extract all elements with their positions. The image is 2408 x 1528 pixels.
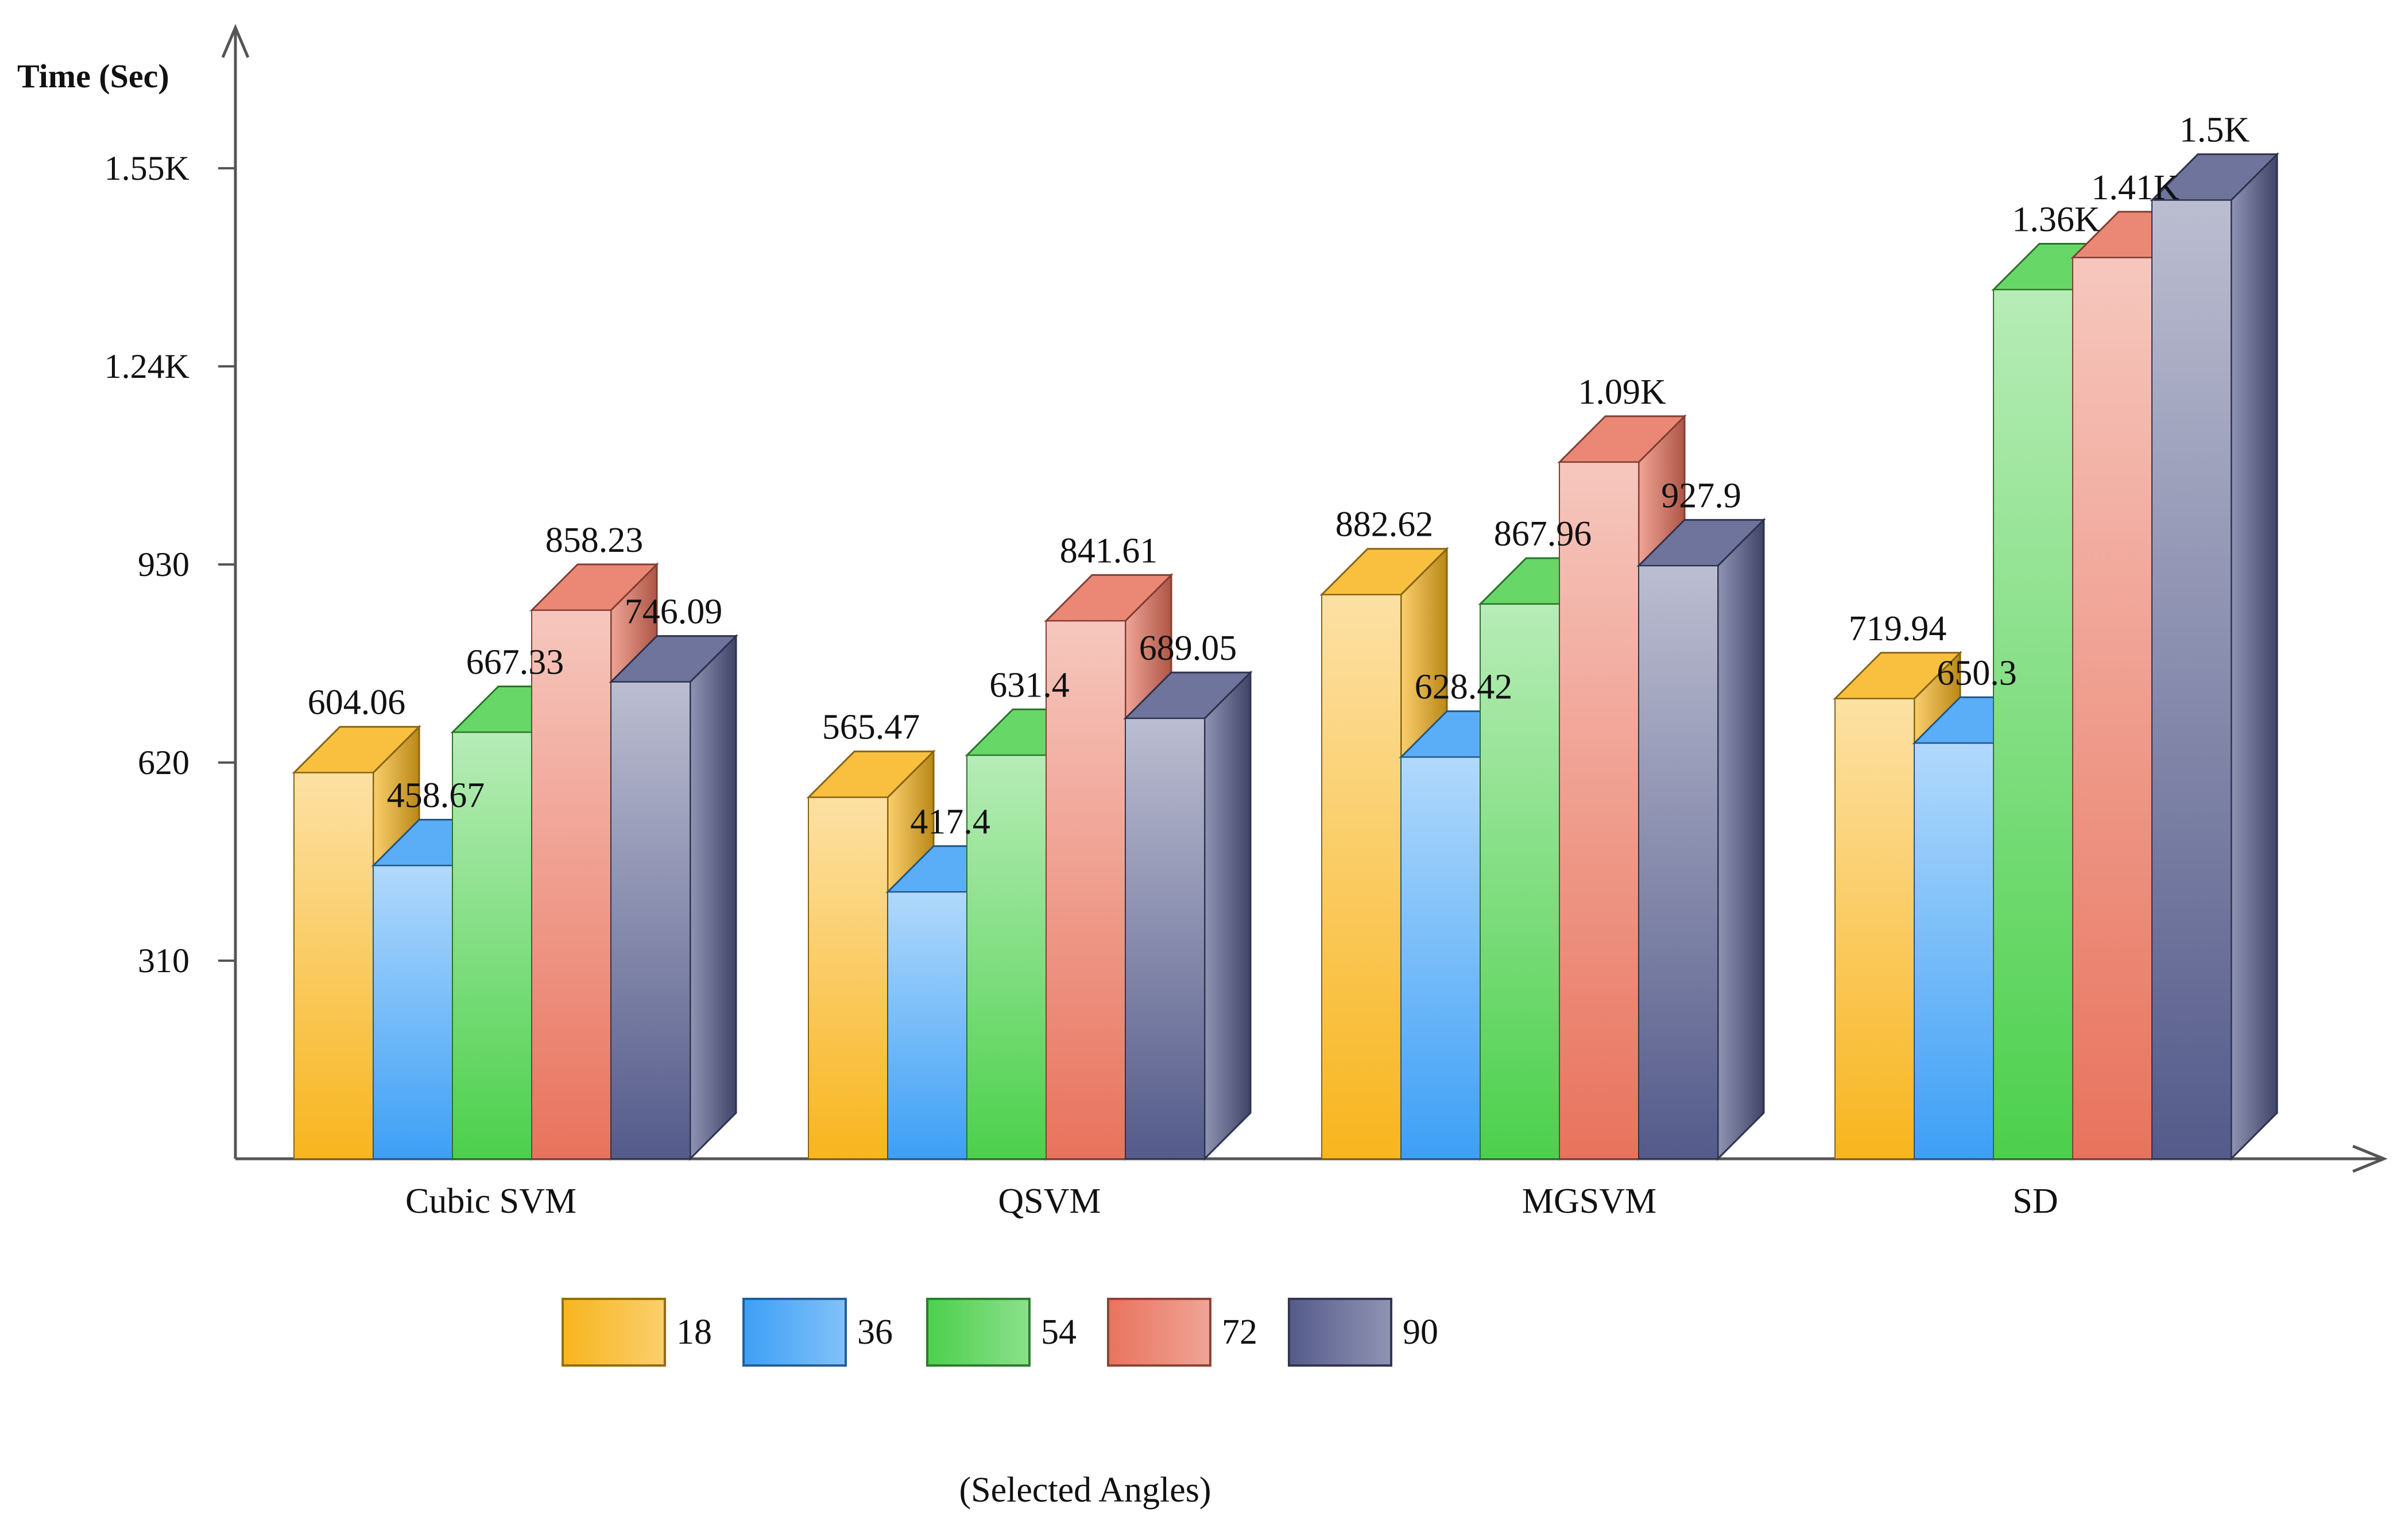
legend-swatch	[1288, 1298, 1392, 1367]
data-label: 1.41K	[2091, 168, 2179, 207]
bar-front-face	[1559, 461, 1639, 1160]
axes-layer: 310 620 930 1.24K 1.55K Time (Sec) Cubic SVM QS…	[17, 24, 2388, 1510]
bar-side-face	[689, 634, 737, 1161]
data-label: 719.94	[1849, 609, 1947, 648]
y-axis-arrow-icon	[221, 24, 250, 58]
bar-front-face	[1993, 289, 2073, 1159]
bar-front-face	[1834, 698, 1915, 1160]
y-tick-label: 1.55K	[104, 149, 189, 187]
data-label: 631.4	[989, 666, 1070, 705]
bar	[1636, 517, 1766, 1161]
bar	[1123, 670, 1253, 1161]
y-tick-label: 1.24K	[104, 347, 189, 385]
y-axis-title: Time (Sec)	[17, 57, 169, 95]
legend: 18 36 54 72 90	[562, 1298, 1438, 1367]
bar-side-face	[2230, 152, 2278, 1161]
data-label: 417.4	[910, 802, 990, 841]
data-labels-layer: 604.06 458.67 667.33 858.23 746.09 565.47 417.…	[308, 111, 2250, 842]
legend-swatch	[742, 1298, 847, 1367]
data-label: 858.23	[545, 521, 644, 560]
x-category-label: QSVM	[998, 1182, 1101, 1221]
y-tick-label: 310	[138, 942, 189, 980]
data-label: 565.47	[822, 708, 920, 747]
bar-front-face	[1046, 620, 1126, 1159]
bar-front-face	[2151, 199, 2232, 1160]
data-label: 867.96	[1494, 515, 1592, 554]
bar-front-face	[1125, 718, 1205, 1159]
legend-label: 90	[1403, 1313, 1438, 1352]
data-label: 650.3	[1937, 653, 2017, 693]
data-label: 746.09	[625, 593, 723, 632]
bar-front-face	[1914, 742, 1994, 1159]
bar-front-face	[1480, 604, 1560, 1160]
data-label: 628.42	[1415, 668, 1513, 707]
bar-front-face	[293, 772, 374, 1159]
data-label: 1.36K	[2012, 200, 2100, 239]
x-axis-title: (Selected Angles)	[959, 1471, 1211, 1510]
legend-label: 54	[1041, 1313, 1077, 1352]
legend-swatch	[926, 1298, 1031, 1367]
legend-item: 72	[1107, 1298, 1257, 1367]
bar-front-face	[887, 891, 967, 1160]
data-label: 667.33	[466, 643, 564, 682]
legend-item: 90	[1288, 1298, 1438, 1367]
bar-front-face	[531, 609, 611, 1159]
legend-label: 18	[676, 1313, 712, 1352]
bar-front-face	[2072, 257, 2153, 1160]
data-label: 458.67	[387, 776, 485, 815]
x-category-label: SD	[2012, 1182, 2058, 1221]
y-tick-label: 930	[138, 546, 189, 583]
data-label: 927.9	[1661, 476, 1741, 515]
bar-front-face	[1638, 565, 1718, 1160]
x-axis-arrow-icon	[2352, 1144, 2388, 1173]
x-category-label: Cubic SVM	[405, 1182, 576, 1221]
legend-swatch	[562, 1298, 666, 1367]
data-label: 841.61	[1060, 531, 1158, 570]
data-label: 1.5K	[2179, 111, 2250, 150]
bar-front-face	[610, 681, 691, 1160]
data-label: 1.09K	[1578, 373, 1666, 412]
bar-front-face	[966, 755, 1047, 1159]
bar	[2150, 152, 2279, 1161]
y-tick-label: 620	[138, 744, 189, 782]
data-label: 604.06	[308, 683, 406, 722]
legend-label: 72	[1222, 1313, 1257, 1352]
bar-front-face	[1400, 756, 1481, 1160]
x-category-label: MGSVM	[1522, 1182, 1656, 1221]
legend-item: 54	[926, 1298, 1077, 1367]
legend-swatch	[1107, 1298, 1211, 1367]
data-label: 689.05	[1139, 629, 1237, 668]
legend-item: 18	[562, 1298, 712, 1367]
bar-side-face	[1717, 517, 1765, 1161]
bars-layer	[292, 152, 2279, 1161]
legend-item: 36	[742, 1298, 893, 1367]
bar	[609, 634, 738, 1161]
bar-front-face	[808, 796, 888, 1160]
data-label: 882.62	[1335, 505, 1434, 544]
legend-label: 36	[857, 1313, 893, 1352]
bar-front-face	[373, 865, 453, 1159]
bar-front-face	[1321, 594, 1402, 1159]
bar-side-face	[1203, 670, 1252, 1161]
